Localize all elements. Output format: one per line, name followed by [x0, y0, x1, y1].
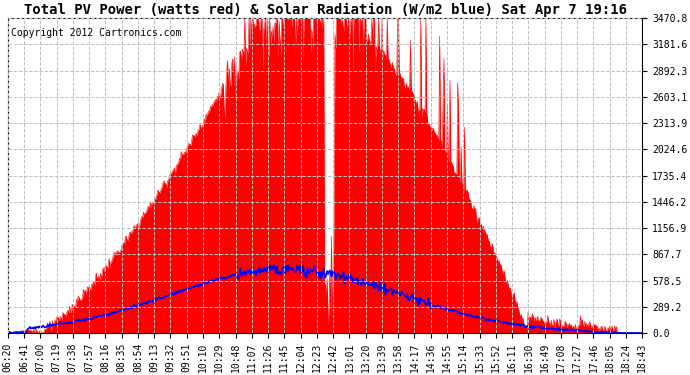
Title: Total PV Power (watts red) & Solar Radiation (W/m2 blue) Sat Apr 7 19:16: Total PV Power (watts red) & Solar Radia… — [23, 3, 627, 17]
Text: Copyright 2012 Cartronics.com: Copyright 2012 Cartronics.com — [11, 27, 181, 38]
